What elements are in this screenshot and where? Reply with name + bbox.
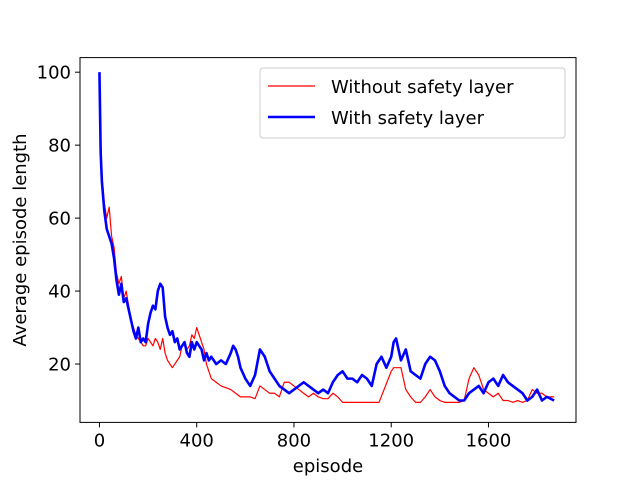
- y-axis-label: Average episode length: [10, 133, 31, 346]
- series-line-with-safety-layer: [98, 72, 555, 402]
- y-tick-label: 60: [48, 209, 71, 230]
- legend-box: [259, 67, 566, 139]
- legend: Without safety layer With safety layer: [259, 67, 566, 139]
- plot-frame: [79, 57, 577, 423]
- x-tick-label: 400: [180, 430, 214, 451]
- legend-label-with-safety-layer: With safety layer: [331, 108, 485, 129]
- axis-ticks: 0 400 800 1200 1600 20 40 60 80 100: [37, 63, 512, 452]
- x-tick-label: 1600: [466, 430, 512, 451]
- y-tick-label: 20: [48, 355, 71, 376]
- x-axis-label: episode: [293, 456, 363, 477]
- y-tick-label: 80: [48, 136, 71, 157]
- x-tick-label: 1200: [368, 430, 414, 451]
- series-lines: [98, 72, 555, 403]
- y-tick-label: 40: [48, 282, 71, 303]
- x-tick-label: 800: [277, 430, 311, 451]
- x-tick-label: 0: [94, 430, 105, 451]
- legend-label-without-safety-layer: Without safety layer: [331, 77, 514, 98]
- y-tick-label: 100: [37, 63, 71, 84]
